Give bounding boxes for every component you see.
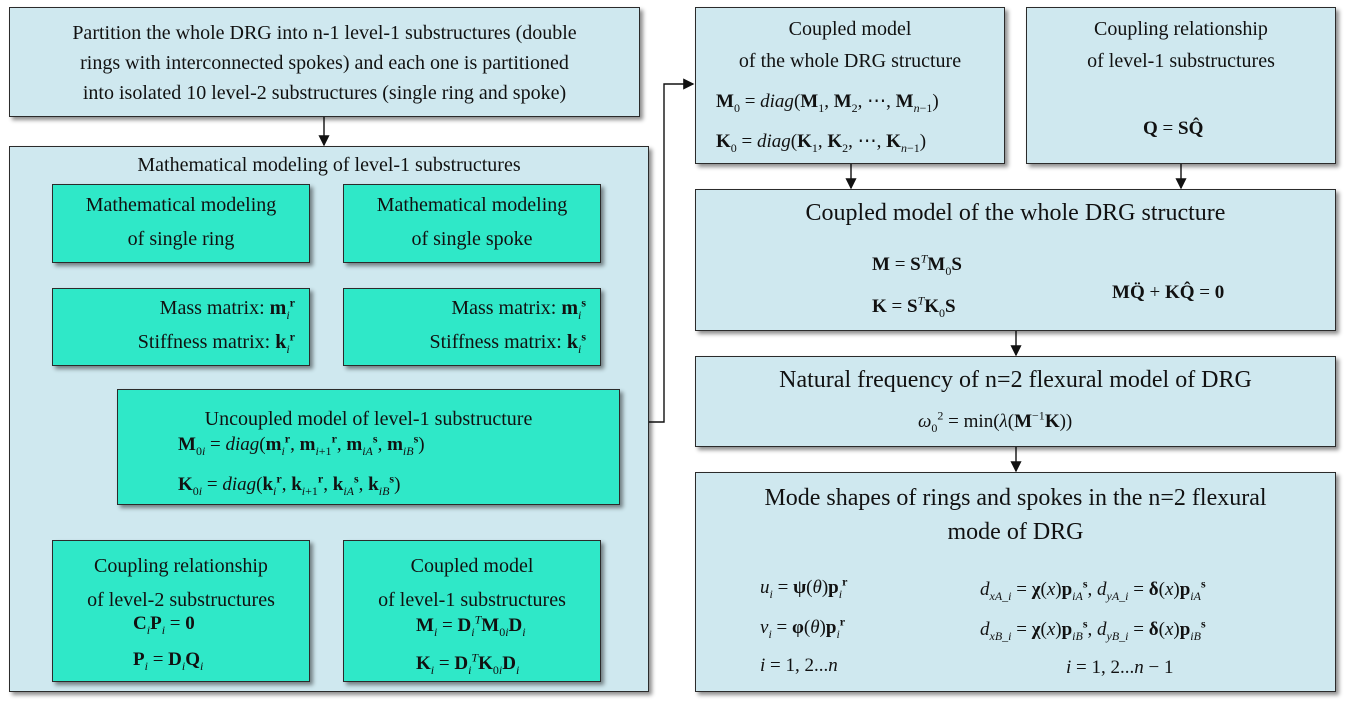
coupled-whole-top-line-2: of the whole DRG structure [738,50,962,72]
coupled-whole-top-box: Coupled model of the whole DRG structure… [695,7,1005,164]
spoke-stiffness-label: Stiffness matrix: [429,331,562,353]
spoke-mass-row: Mass matrix: mis [451,295,586,322]
mode-index-left: i = 1, 2...n [760,655,838,676]
mode-shapes-line-1: Mode shapes of rings and spokes in the n… [764,485,1267,511]
coupling-level2-line-1: Coupling relationship [94,555,268,577]
coupling-level2-eq-2: Pi = DiQi [133,649,204,673]
natural-frequency-box: Natural frequency of n=2 flexural model … [695,356,1336,447]
spoke-modeling-line-2: of single spoke [411,228,533,250]
coupled-whole-top-line-1: Coupled model [788,18,912,40]
coupled-level1-line-1: Coupled model [410,555,534,577]
partition-line-3: into isolated 10 level-2 substructures (… [82,82,567,104]
spoke-matrices-box: Mass matrix: mis Stiffness matrix: kis [343,288,601,366]
natural-frequency-eq: ω02 = min(λ(M−1K)) [918,408,1073,435]
coupled-whole-top-mass-eq: M0 = diag(M1, M2, ⋯, Mn−1) [716,91,939,115]
ring-mass-label: Mass matrix: [159,297,265,319]
mode-shapes-box: Mode shapes of rings and spokes in the n… [695,472,1336,692]
partition-box: Partition the whole DRG into n-1 level-1… [9,7,640,117]
coupled-whole-motion-eq: MQ̈ + KQ̂ = 0 [1112,282,1225,303]
coupling-level1-line-1: Coupling relationship [1094,18,1268,40]
coupled-whole-top-stiffness-eq: K0 = diag(K1, K2, ⋯, Kn−1) [716,131,927,155]
partition-line-1: Partition the whole DRG into n-1 level-1… [72,22,577,44]
coupled-level1-line-2: of level-1 substructures [378,589,566,611]
ring-mass-row: Mass matrix: mir [159,295,295,322]
math-modeling-title: Mathematical modeling of level-1 substru… [137,154,521,176]
uncoupled-model-title: Uncoupled model of level-1 substructure [204,408,533,430]
mode-u-eq: ui = ψ(θ)pir [760,574,848,601]
mode-shapes-line-2: mode of DRG [947,519,1084,545]
spoke-mass-label: Mass matrix: [451,297,557,319]
mode-spoke-b-eq: dxB_i = χ(x)piBs, dyB_i = δ(x)piBs [980,616,1206,643]
natural-frequency-title: Natural frequency of n=2 flexural model … [779,367,1252,393]
coupling-level2-line-2: of level-2 substructures [87,589,275,611]
coupled-whole-title: Coupled model of the whole DRG structure [805,200,1226,226]
coupled-whole-mass-eq: M = STM0S [872,251,962,278]
coupling-level1-line-2: of level-1 substructures [1087,50,1275,72]
coupled-whole-stiffness-eq: K = STK0S [872,293,956,320]
spoke-stiffness-row: Stiffness matrix: kis [429,329,586,356]
spoke-modeling-box: Mathematical modeling of single spoke [343,184,601,263]
ring-stiffness-row: Stiffness matrix: kir [137,329,295,356]
coupled-level1-stiffness-eq: Ki = DiTK0iDi [416,650,520,677]
coupling-level2-eq-1: CiPi = 0 [133,613,195,637]
spoke-modeling-line-1: Mathematical modeling [376,194,568,216]
coupled-whole-box: Coupled model of the whole DRG structure… [695,189,1336,331]
ring-modeling-box: Mathematical modeling of single ring [52,184,310,263]
mode-v-eq: vi = φ(θ)pir [760,614,846,641]
coupled-level1-mass-eq: Mi = DiTM0iDi [416,612,526,639]
ring-modeling-line-1: Mathematical modeling [85,194,277,216]
coupling-level1-eq: Q = SQ̂ [1143,118,1204,139]
ring-stiffness-label: Stiffness matrix: [137,331,271,353]
uncoupled-model-box: Uncoupled model of level-1 substructure … [117,389,620,505]
mode-index-right: i = 1, 2...n − 1 [1066,657,1174,678]
partition-line-2: rings with interconnected spokes) and ea… [80,52,569,74]
ring-modeling-line-2: of single ring [127,228,235,250]
uncoupled-mass-equation: M0i = diag(mir, mi+1r, miAs, miBs) [178,431,425,458]
coupling-level2-box: Coupling relationship of level-2 substru… [52,540,310,682]
coupling-level1-box: Coupling relationship of level-1 substru… [1026,7,1336,164]
uncoupled-stiffness-equation: K0i = diag(kir, ki+1r, kiAs, kiBs) [178,471,401,498]
mode-spoke-a-eq: dxA_i = χ(x)piAs, dyA_i = δ(x)piAs [980,576,1206,603]
ring-matrices-box: Mass matrix: mir Stiffness matrix: kir [52,288,310,366]
coupled-level1-box: Coupled model of level-1 substructures M… [343,540,601,682]
